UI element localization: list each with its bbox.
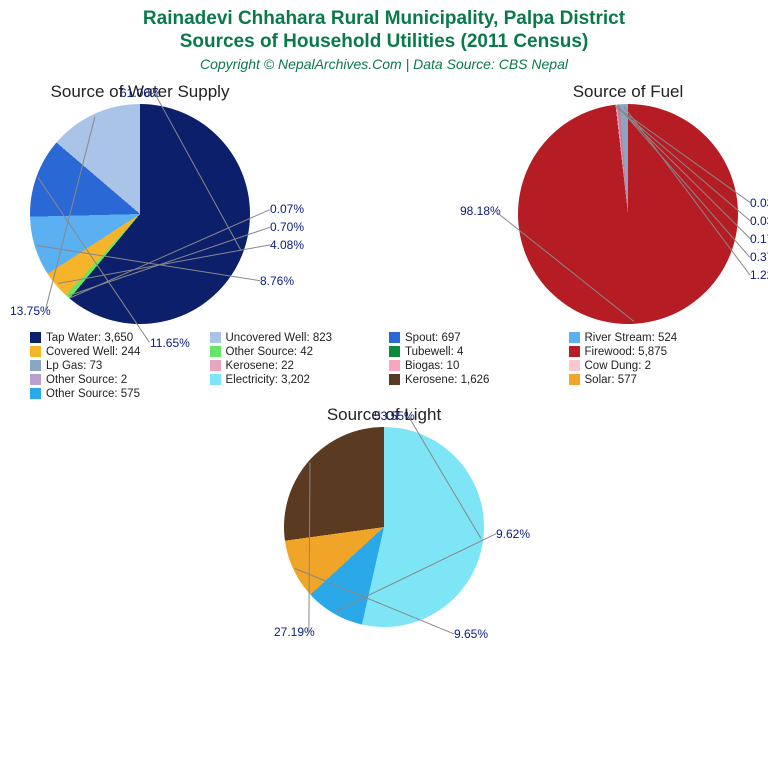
legend-text: Biogas: 10 <box>405 360 459 372</box>
legend-swatch <box>30 388 41 399</box>
pct-label: 0.03% <box>750 196 768 210</box>
pct-label: 0.70% <box>270 220 304 234</box>
title-line-2: Sources of Household Utilities (2011 Cen… <box>0 31 768 54</box>
legend-text: Spout: 697 <box>405 332 461 344</box>
legend-item: Electricity: 3,202 <box>210 374 380 386</box>
legend-item: Uncovered Well: 823 <box>210 332 380 344</box>
legend-item: Solar: 577 <box>569 374 739 386</box>
pct-label: 8.76% <box>260 274 294 288</box>
fuel-pie-wrap: 98.18%0.03%0.03%0.17%0.37%1.22% <box>518 104 738 324</box>
pct-label: 0.17% <box>750 232 768 246</box>
light-pie-wrap: 53.55%9.62%9.65%27.19% <box>284 427 484 627</box>
legend-swatch <box>569 332 580 343</box>
fuel-chart-block: Source of Fuel 98.18%0.03%0.03%0.17%0.37… <box>518 82 738 324</box>
title-line-1: Rainadevi Chhahara Rural Municipality, P… <box>0 8 768 31</box>
legend-text: Covered Well: 244 <box>46 346 140 358</box>
pct-label: 4.08% <box>270 238 304 252</box>
top-charts-row: Source of Water Supply 61.00%0.07%0.70%4… <box>0 82 768 324</box>
legend-item: Spout: 697 <box>389 332 559 344</box>
pct-label: 0.07% <box>270 202 304 216</box>
legend-swatch <box>389 332 400 343</box>
pct-label: 9.65% <box>454 627 488 641</box>
legend-text: Tubewell: 4 <box>405 346 463 358</box>
legend-text: Electricity: 3,202 <box>226 374 310 386</box>
legend-swatch <box>210 374 221 385</box>
legend-swatch <box>210 346 221 357</box>
legend-swatch <box>569 360 580 371</box>
light-pie <box>284 427 484 627</box>
legend-text: Uncovered Well: 823 <box>226 332 333 344</box>
legend-text: Kerosene: 22 <box>226 360 294 372</box>
legend-text: Lp Gas: 73 <box>46 360 102 372</box>
water-chart-block: Source of Water Supply 61.00%0.07%0.70%4… <box>30 82 250 324</box>
pct-label: 0.37% <box>750 250 768 264</box>
legend-swatch <box>389 360 400 371</box>
legend-swatch <box>569 374 580 385</box>
pct-label: 9.62% <box>496 527 530 541</box>
legend-item: Other Source: 575 <box>30 388 200 400</box>
legend-swatch <box>210 332 221 343</box>
legend-swatch <box>30 360 41 371</box>
legend-swatch <box>210 360 221 371</box>
legend-text: River Stream: 524 <box>585 332 678 344</box>
title-block: Rainadevi Chhahara Rural Municipality, P… <box>0 0 768 72</box>
legend-swatch <box>569 346 580 357</box>
legend-item: Firewood: 5,875 <box>569 346 739 358</box>
pct-label: 0.03% <box>750 214 768 228</box>
legend-swatch <box>30 346 41 357</box>
legend-swatch <box>389 374 400 385</box>
legend-swatch <box>30 332 41 343</box>
legend-item: Kerosene: 1,626 <box>389 374 559 386</box>
legend-item: Kerosene: 22 <box>210 360 380 372</box>
pct-label: 1.22% <box>750 268 768 282</box>
light-chart-block: Source of Light 53.55%9.62%9.65%27.19% <box>0 405 768 627</box>
legend-text: Other Source: 2 <box>46 374 127 386</box>
subtitle: Copyright © NepalArchives.Com | Data Sou… <box>0 56 768 72</box>
legend-swatch <box>389 346 400 357</box>
fuel-chart-title: Source of Fuel <box>518 82 738 102</box>
legend-item: Other Source: 42 <box>210 346 380 358</box>
legend-item: Biogas: 10 <box>389 360 559 372</box>
legend-text: Kerosene: 1,626 <box>405 374 489 386</box>
legend-text: Other Source: 575 <box>46 388 140 400</box>
water-pie-wrap: 61.00%0.07%0.70%4.08%8.76%11.65%13.75% <box>30 104 250 324</box>
legend-item: Tubewell: 4 <box>389 346 559 358</box>
legend-text: Tap Water: 3,650 <box>46 332 133 344</box>
legend-text: Solar: 577 <box>585 374 637 386</box>
legend-swatch <box>30 374 41 385</box>
legend-item: Cow Dung: 2 <box>569 360 739 372</box>
pct-label: 11.65% <box>150 336 190 350</box>
legend-item: River Stream: 524 <box>569 332 739 344</box>
legend-text: Other Source: 42 <box>226 346 314 358</box>
legend-text: Firewood: 5,875 <box>585 346 667 358</box>
legend-item: Other Source: 2 <box>30 374 200 386</box>
legend-text: Cow Dung: 2 <box>585 360 651 372</box>
legend-item: Lp Gas: 73 <box>30 360 200 372</box>
legend: Tap Water: 3,650 Uncovered Well: 823 Spout… <box>30 332 738 400</box>
